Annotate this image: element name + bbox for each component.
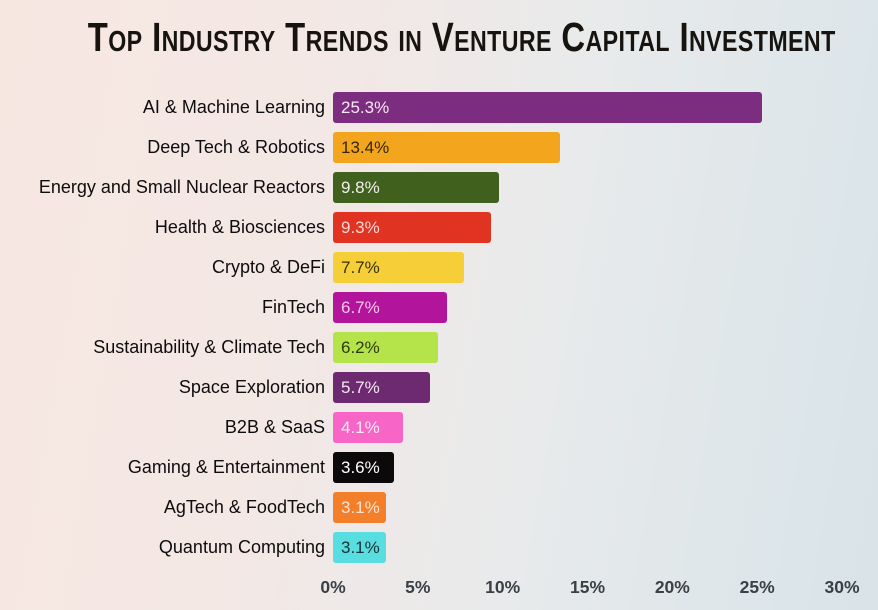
bar-area: 5.7% (333, 372, 842, 404)
bar-area: 9.8% (333, 172, 842, 204)
value-label: 3.1% (341, 497, 380, 517)
bar-area: 3.6% (333, 452, 842, 484)
x-axis-ticks: 0% 5% 10% 15% 20% 25% 30% (320, 575, 859, 601)
bar-row: B2B & SaaS 4.1% (0, 408, 878, 448)
value-label: 4.1% (341, 417, 380, 437)
bar-area: 3.1% (333, 492, 842, 524)
bar-row: Health & Biosciences 9.3% (0, 208, 878, 248)
bar: 4.1% (333, 412, 403, 444)
bar-row: Energy and Small Nuclear Reactors 9.8% (0, 168, 878, 208)
category-label: Quantum Computing (158, 537, 325, 558)
bar-row: Sustainability & Climate Tech 6.2% (0, 328, 878, 368)
bar: 9.8% (333, 172, 500, 204)
category-label: Space Exploration (178, 377, 325, 398)
category-label: Deep Tech & Robotics (147, 137, 325, 158)
bar-area: 6.2% (333, 332, 842, 364)
bar: 6.7% (333, 292, 447, 324)
x-tick-label: 25% (739, 576, 775, 597)
x-axis: 0% 5% 10% 15% 20% 25% 30% (0, 575, 878, 601)
x-tick-label: 15% (569, 576, 606, 597)
value-label: 25.3% (341, 97, 390, 117)
value-label: 5.7% (341, 377, 380, 397)
category-label: Health & Biosciences (154, 217, 325, 238)
bar-row: AI & Machine Learning 25.3% (0, 88, 878, 128)
bar-chart: AI & Machine Learning 25.3% Deep Tech & Ro… (0, 88, 878, 601)
x-tick-label: 10% (485, 576, 521, 597)
bar: 6.2% (333, 332, 439, 364)
bar: 25.3% (333, 92, 763, 124)
bar: 13.4% (333, 132, 561, 164)
bar-area: 13.4% (333, 132, 842, 164)
bar-row: Gaming & Entertainment 3.6% (0, 448, 878, 488)
bar-area: 25.3% (333, 92, 842, 124)
bar-area: 9.3% (333, 212, 842, 244)
bar-row: Space Exploration 5.7% (0, 368, 878, 408)
value-label: 6.2% (341, 337, 380, 357)
bar-row: Quantum Computing 3.1% (0, 528, 878, 568)
value-label: 3.6% (341, 457, 380, 477)
bar: 3.1% (333, 532, 386, 564)
category-label: Crypto & DeFi (211, 257, 325, 278)
bar-row: AgTech & FoodTech 3.1% (0, 488, 878, 528)
x-tick-label: 5% (405, 576, 431, 597)
bar: 3.1% (333, 492, 386, 524)
value-label: 9.3% (341, 217, 380, 237)
bar-area: 7.7% (333, 252, 842, 284)
x-tick-label: 20% (654, 576, 690, 597)
category-label: Sustainability & Climate Tech (93, 337, 325, 358)
bar-area: 3.1% (333, 532, 842, 564)
value-label: 7.7% (341, 257, 380, 277)
value-label: 13.4% (341, 137, 390, 157)
x-tick-label: 30% (824, 576, 860, 597)
chart-title: Top Industry Trends in Venture Capital I… (87, 14, 836, 60)
x-axis-spacer (0, 575, 333, 601)
bar-area: 4.1% (333, 412, 842, 444)
category-label: FinTech (261, 297, 325, 318)
category-label: AI & Machine Learning (142, 97, 325, 118)
category-label: AgTech & FoodTech (163, 497, 325, 518)
bar-row: Crypto & DeFi 7.7% (0, 248, 878, 288)
bar-row: FinTech 6.7% (0, 288, 878, 328)
value-label: 3.1% (341, 537, 380, 557)
bar-row: Deep Tech & Robotics 13.4% (0, 128, 878, 168)
value-label: 9.8% (341, 177, 380, 197)
bar-area: 6.7% (333, 292, 842, 324)
bar: 9.3% (333, 212, 491, 244)
bar-rows: AI & Machine Learning 25.3% Deep Tech & Ro… (0, 88, 878, 568)
category-label: Gaming & Entertainment (127, 457, 325, 478)
bar: 5.7% (333, 372, 430, 404)
x-tick-label: 0% (320, 576, 346, 597)
bar: 3.6% (333, 452, 395, 484)
value-label: 6.7% (341, 297, 380, 317)
bar: 7.7% (333, 252, 464, 284)
category-label: Energy and Small Nuclear Reactors (38, 177, 325, 198)
category-label: B2B & SaaS (224, 417, 325, 438)
